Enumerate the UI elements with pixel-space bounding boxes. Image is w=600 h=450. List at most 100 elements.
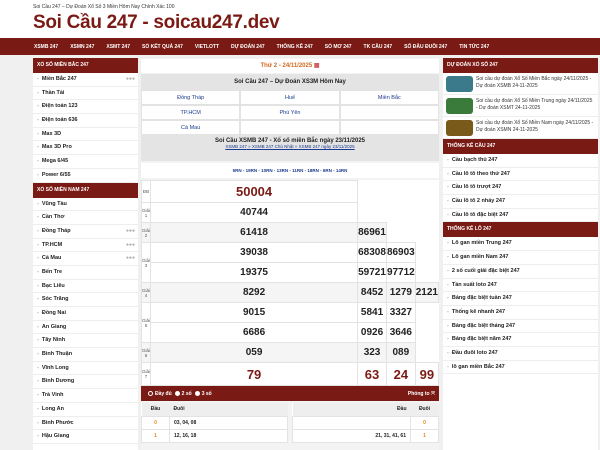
stat-link[interactable]: 2 số cuối giải đặc biệt 247	[443, 265, 598, 279]
site-logo[interactable]: Soi Cầu 247 - soicau247.dev	[33, 12, 280, 33]
sidebar-item-label: Power 6/55	[41, 171, 71, 178]
sidebar-item[interactable]: An Giang	[33, 321, 138, 335]
radio-2-digits[interactable]	[174, 391, 180, 396]
nav-item[interactable]: DỰ ĐOÁN 247	[231, 43, 265, 50]
link-xsmb-date[interactable]: XSMB 247 ngày 23/11/2025	[298, 144, 355, 149]
sidebar-item[interactable]: Điện toán 636	[33, 114, 138, 128]
sidebar-item[interactable]: Trà Vinh	[33, 389, 138, 403]
loto-cell	[292, 415, 411, 430]
prize-number: 97712	[385, 262, 416, 283]
link-xsmb[interactable]: XSMB 247	[225, 144, 247, 149]
sidebar-item-label: Đồng Tháp	[41, 227, 71, 234]
nav-item[interactable]: SỐ ĐẦU ĐUÔI 247	[404, 43, 448, 50]
prize-number: 9015	[150, 302, 359, 323]
stat-link-label: Lô gan miền Trung 247	[451, 240, 512, 247]
prize-row: 6686 0926 3646	[142, 322, 439, 343]
loto-cell: 0	[141, 415, 170, 430]
prize-row: Giải 7 79 63 24 99	[140, 362, 440, 386]
sidebar-item-label: Điện toán 636	[41, 117, 78, 124]
nav-item[interactable]: THỐNG KÊ 247	[276, 43, 313, 50]
sidebar-item-label: Max 3D Pro	[41, 144, 72, 151]
sidebar-item[interactable]: Đồng Nai	[33, 307, 138, 321]
nav-item[interactable]: SỔ KẾT QUẢ 247	[142, 43, 183, 50]
province-link[interactable]: Phú Yên	[240, 105, 340, 120]
sidebar-item-label: Long An	[41, 405, 64, 412]
radio-full[interactable]	[148, 391, 153, 396]
province-link[interactable]: Miền Bắc	[339, 90, 439, 105]
prize-number: 39038	[150, 242, 359, 263]
sidebar-item[interactable]: Đồng Tháp ●●●	[33, 225, 138, 239]
sidebar-item[interactable]: Power 6/55	[33, 169, 138, 183]
sidebar-heading-mb: Xổ số miền Bắc 247	[33, 58, 138, 73]
nav-item[interactable]: TK CẦU 247	[363, 43, 393, 50]
sidebar-item[interactable]: TP.HCM ●●●	[33, 239, 138, 253]
sidebar-item[interactable]: Bình Thuận	[33, 348, 138, 362]
sidebar-item[interactable]: Bạc Liêu	[33, 280, 138, 294]
stat-link[interactable]: lô gan miền Bắc 247	[443, 361, 598, 375]
nav-item[interactable]: XSMN 247	[70, 43, 95, 50]
stat-link-label: lô gan miền Bắc 247	[451, 363, 505, 370]
news-item[interactable]: Soi cầu dự đoán Xổ Số Miền Bắc ngày 24/1…	[443, 73, 598, 95]
province-link[interactable]: Đồng Tháp	[141, 90, 241, 105]
sidebar-item[interactable]: Bình Dương	[33, 375, 138, 390]
prize-label: Giải 1	[140, 202, 152, 223]
sidebar-item-label: TP.HCM	[41, 241, 63, 248]
sidebar-item[interactable]: Vĩnh Long	[33, 362, 138, 376]
loto-cell: 12, 16, 18	[169, 428, 288, 443]
nav-item[interactable]: TIN TỨC 247	[459, 43, 490, 50]
sidebar-item[interactable]: Bến Tre	[33, 266, 138, 280]
sidebar-item[interactable]: Long An	[33, 403, 138, 417]
stat-link-label: Tần suất loto 247	[451, 281, 497, 288]
sidebar-item[interactable]: Sóc Trăng	[33, 293, 138, 307]
nav-item[interactable]: XSMB 247	[34, 43, 59, 50]
stat-link[interactable]: Bảng đặc biệt năm 247	[443, 333, 598, 347]
news-item[interactable]: Soi cầu dự đoán Xổ Số Miền Trung ngày 24…	[443, 95, 598, 117]
sidebar-item[interactable]: Hậu Giang	[33, 430, 138, 444]
stat-link[interactable]: Cầu lô tô 2 nháy 247	[443, 195, 598, 209]
sidebar-item[interactable]: Max 3D	[33, 128, 138, 142]
sidebar-item-label: Đồng Nai	[41, 310, 66, 316]
province-link[interactable]: TP.HCM	[141, 105, 241, 120]
stat-link[interactable]: Cầu lô tô trượt 247	[443, 181, 598, 196]
results-table: ĐB 50004 Giải 1 40744 Giải 2 61418 86961 Giải 3…	[140, 180, 440, 386]
stat-link[interactable]: Lô gan miền Nam 247	[443, 251, 598, 265]
prize-row: ĐB 50004	[140, 180, 439, 203]
stat-link[interactable]: Cầu lô tô đặc biệt 247	[443, 209, 598, 223]
province-link[interactable]: Cà Mau	[141, 120, 241, 135]
sidebar-item[interactable]: Thần Tài	[33, 87, 138, 101]
news-item[interactable]: Soi cầu dự đoán Xổ Số Miền Nam ngày 24/1…	[443, 117, 598, 139]
province-link[interactable]: Huế	[240, 90, 340, 105]
news-text: Soi cầu dự đoán Xổ Số Miền Bắc ngày 24/1…	[476, 76, 592, 89]
sidebar-item[interactable]: Miền Bắc 247 ●●●	[33, 73, 138, 87]
sidebar-item[interactable]: Max 3D Pro	[33, 141, 138, 156]
date-selector[interactable]: Thứ 2 - 24/11/2025 ▦	[141, 59, 439, 73]
nav-item[interactable]: SỔ MƠ 247	[324, 43, 352, 50]
prize-number: 59721	[357, 262, 387, 283]
zoom-button[interactable]: Phóng to ⤧	[408, 391, 435, 397]
expand-icon: ⤧	[430, 390, 435, 397]
prize-number: 68308	[357, 242, 387, 263]
link-xsmb-day[interactable]: XSMB 247 Chủ Nhật	[251, 144, 294, 149]
sidebar-item[interactable]: Vũng Tàu	[33, 198, 138, 212]
stat-link[interactable]: Bảng đặc biệt tuần 247	[443, 292, 598, 306]
stat-link[interactable]: Tần suất loto 247	[443, 279, 598, 293]
sidebar-item[interactable]: Tây Ninh	[33, 334, 138, 349]
stat-link[interactable]: Lô gan miền Trung 247	[443, 237, 598, 252]
stat-link[interactable]: Bảng đặc biệt tháng 247	[443, 320, 598, 334]
sidebar-item[interactable]: Cần Thơ	[33, 211, 138, 225]
sidebar-item[interactable]: Mega 6/45	[33, 155, 138, 169]
nav-item[interactable]: XSMT 247	[106, 43, 130, 50]
stat-link[interactable]: Cầu bạch thủ 247	[443, 154, 598, 168]
sidebar-item[interactable]: Điện toán 123	[33, 100, 138, 115]
tagline: Soi Cầu 247 – Dự Đoán Xổ Số 3 Miền Hôm N…	[33, 4, 175, 10]
radio-3-digits[interactable]	[194, 391, 200, 396]
stat-link[interactable]: Cầu lô tô theo thứ 247	[443, 168, 598, 182]
stat-link-label: Cầu lô tô đặc biệt 247	[451, 211, 509, 218]
stat-link[interactable]: Thống kê nhanh 247	[443, 306, 598, 320]
prize-number: 323	[357, 342, 387, 363]
sidebar-item[interactable]: Bình Phước	[33, 417, 138, 431]
sidebar-item[interactable]: Cà Mau ●●●	[33, 252, 138, 266]
stat-link[interactable]: Đầu đuôi loto 247	[443, 347, 598, 361]
nav-item[interactable]: VIETLOTT	[194, 43, 220, 50]
prize-number: 99	[414, 362, 440, 386]
